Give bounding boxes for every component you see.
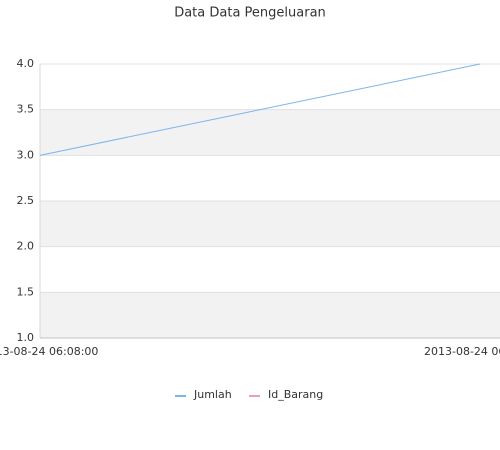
y-tick-label: 1.0: [17, 331, 35, 344]
y-tick-label: 2.0: [17, 240, 35, 253]
y-tick-label: 2.5: [17, 194, 35, 207]
y-tick-label: 4.0: [17, 57, 35, 70]
plot-band: [40, 292, 500, 338]
plot-band: [40, 109, 500, 156]
legend-label: Jumlah: [193, 388, 232, 401]
x-tick-label: 2013-08-24 06:08:00: [0, 345, 98, 358]
legend-label: Id_Barang: [268, 388, 323, 401]
x-tick-label: 2013-08-24 06: [424, 345, 500, 358]
series-line: [39, 63, 481, 156]
y-tick-label: 3.5: [17, 103, 35, 116]
y-tick-label: 1.5: [17, 285, 35, 298]
y-tick-label: 3.0: [17, 148, 35, 161]
chart-title: Data Data Pengeluaran: [174, 6, 326, 21]
plot-band: [40, 201, 500, 247]
